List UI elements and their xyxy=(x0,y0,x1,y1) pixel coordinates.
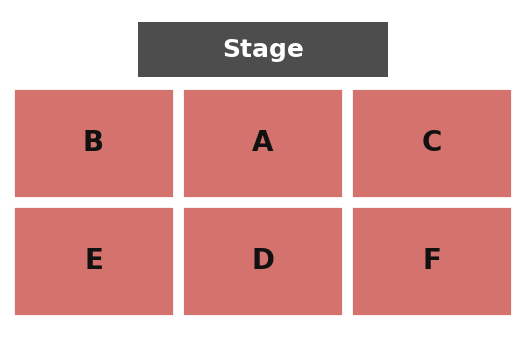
Bar xyxy=(13,206,174,316)
Text: Stage: Stage xyxy=(222,37,304,62)
Text: D: D xyxy=(251,247,274,275)
Text: B: B xyxy=(83,129,104,157)
Bar xyxy=(351,206,512,316)
Bar xyxy=(182,206,343,316)
Text: C: C xyxy=(421,129,442,157)
Bar xyxy=(13,88,174,198)
Bar xyxy=(351,88,512,198)
Text: F: F xyxy=(422,247,441,275)
Text: A: A xyxy=(252,129,273,157)
Bar xyxy=(138,22,388,77)
Bar xyxy=(182,88,343,198)
Text: E: E xyxy=(84,247,103,275)
